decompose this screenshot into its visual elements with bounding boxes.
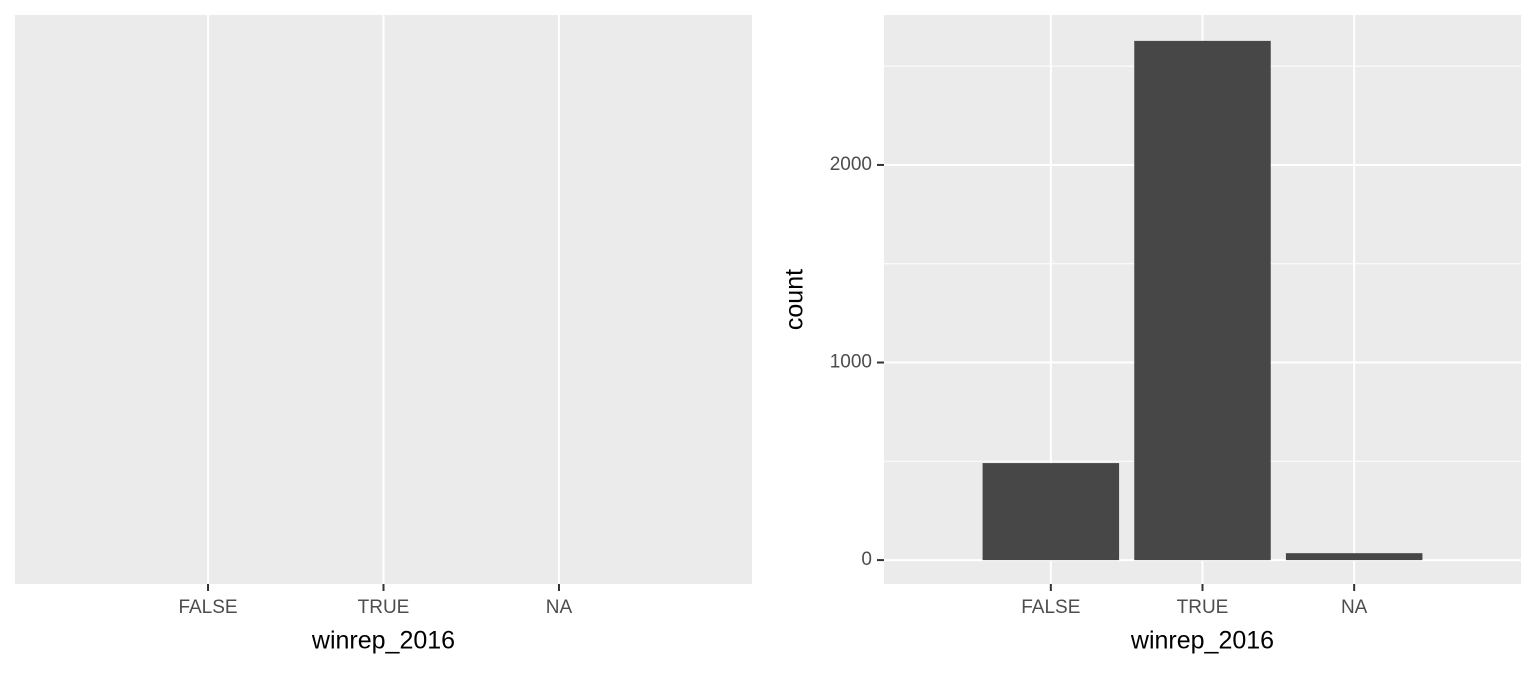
- x-tick-label: NA: [1341, 597, 1368, 618]
- bar: [1285, 553, 1423, 561]
- y-tick-label: 2000: [830, 154, 872, 175]
- bar: [1134, 40, 1271, 561]
- x-axis-title: winrep_2016: [311, 627, 455, 655]
- y-tick-label: 0: [861, 549, 872, 570]
- x-tick-label: TRUE: [358, 597, 410, 618]
- x-tick-label: TRUE: [1177, 597, 1229, 618]
- y-tick-label: 1000: [830, 352, 872, 373]
- y-axis-title: count: [781, 269, 809, 330]
- x-axis-title: winrep_2016: [1130, 627, 1274, 655]
- x-tick-label: FALSE: [1021, 597, 1080, 618]
- x-tick-label: FALSE: [178, 597, 237, 618]
- x-tick-label: NA: [546, 597, 573, 618]
- bar: [982, 463, 1120, 561]
